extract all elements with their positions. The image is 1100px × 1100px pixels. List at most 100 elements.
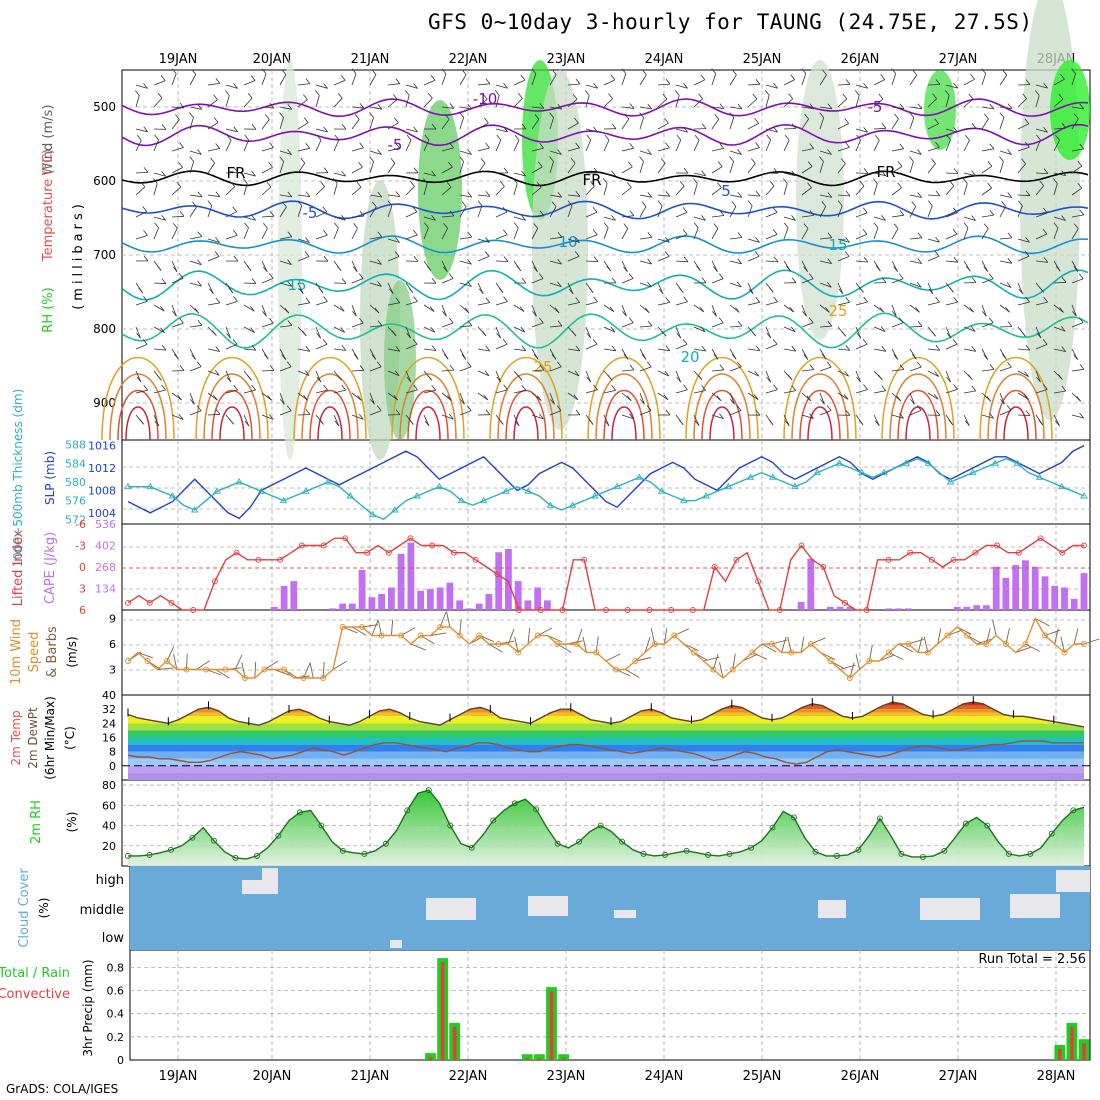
wind-barb-flag — [932, 93, 938, 99]
wind-barb-flag — [431, 345, 437, 351]
wind-barb — [171, 119, 180, 130]
wind-barb — [495, 95, 500, 108]
cape-bar — [544, 600, 551, 610]
isotherm-line — [121, 235, 1089, 255]
wind-barb — [441, 166, 453, 174]
wind-barb — [1071, 228, 1079, 240]
wind-barb-flag — [621, 68, 627, 74]
wind-barb-flag — [754, 370, 760, 377]
wind-barb — [333, 227, 339, 240]
wind-barb — [1035, 389, 1048, 394]
tick-label-temp: 32 — [102, 703, 116, 716]
wind-barb-flag — [395, 345, 401, 352]
wind-barb-flag — [676, 376, 682, 383]
date-label-bottom: 26JAN — [841, 1069, 880, 1084]
wind10-barb — [309, 662, 314, 679]
wind-barb — [333, 183, 338, 196]
wind-barb-flag — [459, 112, 464, 118]
wind-barb-flag — [359, 365, 365, 371]
wind-barb-flag — [766, 376, 771, 383]
rh2m-point — [769, 824, 776, 831]
wind10-point — [827, 658, 834, 664]
wind-barb — [225, 128, 238, 133]
wind-barb-flag — [716, 395, 722, 402]
wind-barb — [513, 348, 526, 352]
wind-barb-flag — [482, 94, 488, 100]
wind-barb-flag — [430, 327, 436, 333]
wind-barb-flag — [713, 266, 718, 272]
wind-barb-flag — [251, 123, 257, 130]
wind10-point — [125, 658, 131, 664]
wind-barb-flag — [143, 167, 149, 173]
thickness-point — [791, 482, 799, 490]
lifted-point — [472, 556, 479, 563]
wind-barb — [315, 128, 328, 133]
wind-barb-flag — [802, 310, 807, 317]
wind-barb — [1035, 326, 1042, 339]
wind-barb-flag — [807, 182, 812, 188]
wind-barb-flag — [369, 156, 374, 162]
wind-barb-flag — [189, 112, 194, 118]
wind-barb — [927, 205, 933, 218]
wind-barb — [855, 343, 868, 350]
wind-barb-flag — [965, 135, 970, 141]
wind10-barb — [173, 653, 178, 670]
tick-label-cape: 0 — [79, 561, 86, 574]
pressure-tick-label: 600 — [93, 174, 116, 188]
wind-barb-flag — [334, 420, 340, 427]
wind-barb — [279, 161, 285, 174]
rh-shading — [278, 60, 302, 460]
wind-barb — [207, 348, 220, 352]
wind-barb-flag — [910, 398, 915, 405]
wind-barb-flag — [413, 167, 419, 174]
wind-barb — [855, 260, 869, 263]
wind-barb — [963, 282, 977, 284]
wind-barb — [693, 98, 703, 108]
wind-barb — [999, 106, 1012, 109]
wind-barb — [945, 370, 951, 383]
wind-barb-flag — [1005, 306, 1010, 313]
wind-barb — [207, 392, 218, 401]
wind-barb — [837, 84, 851, 86]
wind10-point — [378, 632, 385, 639]
lowlevel-contour — [101, 356, 175, 441]
wind-barb-flag — [538, 273, 544, 279]
temp2m-label: 2m Temp — [9, 710, 23, 765]
wind-barb — [621, 260, 628, 272]
isotherm-line — [121, 312, 1089, 349]
wind-barb-flag — [664, 117, 669, 124]
lifted-point — [450, 549, 457, 556]
lifted-point — [1037, 535, 1044, 542]
wind-barb-flag — [789, 306, 795, 313]
slp-axis-labels: 1000~500mb Thickness (dm) SLP (mb) — [11, 389, 57, 567]
wind-barb — [189, 366, 202, 372]
wind-barb-flag — [826, 281, 832, 288]
wind-barb — [873, 326, 886, 332]
wind-barb — [909, 410, 922, 416]
wind-barb-flag — [683, 384, 688, 390]
wind-barb — [909, 117, 915, 130]
wind-barb-flag — [160, 75, 166, 81]
wind-barb-flag — [226, 376, 232, 383]
date-label-bottom: 28JAN — [1037, 1069, 1076, 1084]
lifted-point — [1059, 549, 1066, 556]
wind-barb — [963, 304, 974, 313]
wind-barb — [243, 348, 256, 351]
wind10-point — [846, 675, 853, 681]
wind-barb — [891, 166, 903, 174]
wind-barb — [639, 161, 644, 174]
wind-barb-flag — [1018, 288, 1024, 295]
tick-label-cape: 268 — [95, 561, 116, 574]
wind-barb — [909, 161, 914, 174]
wind-barb — [1071, 368, 1084, 372]
wind-barb-flag — [764, 90, 770, 96]
wind10-point — [983, 641, 990, 647]
wind-barb — [351, 147, 364, 152]
wind-barb-flag — [287, 280, 292, 287]
wind-barb — [567, 205, 573, 218]
wind-barb — [567, 98, 578, 108]
wind-barb-flag — [305, 78, 311, 84]
wind-barb-flag — [353, 223, 358, 229]
wind-barb-flag — [641, 201, 647, 207]
wind-barb-flag — [263, 353, 269, 360]
